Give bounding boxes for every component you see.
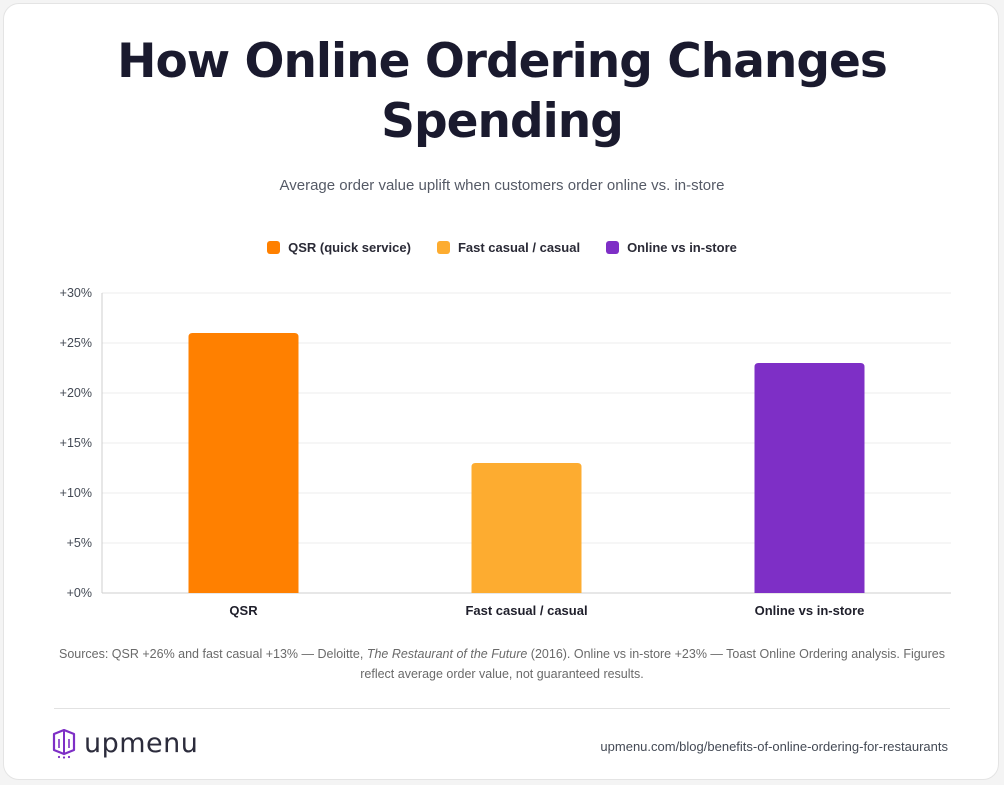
chart-title-line2: Spending bbox=[381, 94, 624, 149]
legend-swatch-fast-casual bbox=[436, 241, 450, 254]
sources-italic-title: The Restaurant of the Future bbox=[366, 647, 528, 661]
legend-swatch-qsr bbox=[267, 241, 281, 254]
bar-fast-casual-casual bbox=[471, 463, 582, 593]
legend-label-qsr: QSR (quick service) bbox=[288, 240, 411, 255]
y-tick-label: +20% bbox=[60, 386, 92, 400]
upmenu-logo-icon bbox=[52, 728, 76, 759]
footer-divider bbox=[54, 708, 950, 709]
chart-subtitle: Average order value uplift when customer… bbox=[279, 177, 725, 194]
footer-url: upmenu.com/blog/benefits-of-online-order… bbox=[600, 739, 948, 754]
chart-title: How Online Ordering Changes Spending bbox=[4, 32, 1000, 152]
chart-legend: QSR (quick service) Fast casual / casual… bbox=[4, 240, 1000, 255]
legend-swatch-online bbox=[606, 241, 620, 254]
y-tick-label: +0% bbox=[67, 586, 92, 600]
y-tick-label: +30% bbox=[60, 286, 92, 300]
legend-item-online: Online vs in-store bbox=[606, 240, 737, 255]
legend-label-fast-casual: Fast casual / casual bbox=[457, 240, 581, 255]
x-tick-label: Fast casual / casual bbox=[465, 603, 587, 618]
sources-suffix: (2016). Online vs in-store +23% — Toast … bbox=[360, 647, 945, 681]
sources-note: Sources: QSR +26% and fast casual +13% —… bbox=[44, 644, 960, 684]
legend-label-online: Online vs in-store bbox=[627, 240, 737, 255]
x-tick-label: QSR bbox=[229, 603, 258, 618]
upmenu-logo-text: upmenu bbox=[84, 728, 199, 759]
chart-card: How Online Ordering Changes Spending Ave… bbox=[3, 3, 999, 780]
upmenu-logo: upmenu bbox=[52, 728, 198, 759]
y-tick-label: +5% bbox=[67, 536, 92, 550]
sources-prefix: Sources: QSR +26% and fast casual +13% —… bbox=[59, 647, 367, 661]
chart-title-line1: How Online Ordering Changes bbox=[117, 34, 888, 89]
bar-qsr bbox=[188, 333, 299, 593]
legend-item-fast-casual: Fast casual / casual bbox=[436, 240, 581, 255]
y-tick-label: +25% bbox=[60, 336, 92, 350]
bar-online-vs-in-store bbox=[754, 363, 865, 593]
bar-chart: +0% +5% +10% +15% +20% +25% +30% QSR Fast casual… bbox=[60, 286, 951, 618]
y-tick-label: +10% bbox=[60, 486, 92, 500]
y-tick-label: +15% bbox=[60, 436, 92, 450]
x-tick-label: Online vs in-store bbox=[755, 603, 865, 618]
legend-item-qsr: QSR (quick service) bbox=[267, 240, 411, 255]
